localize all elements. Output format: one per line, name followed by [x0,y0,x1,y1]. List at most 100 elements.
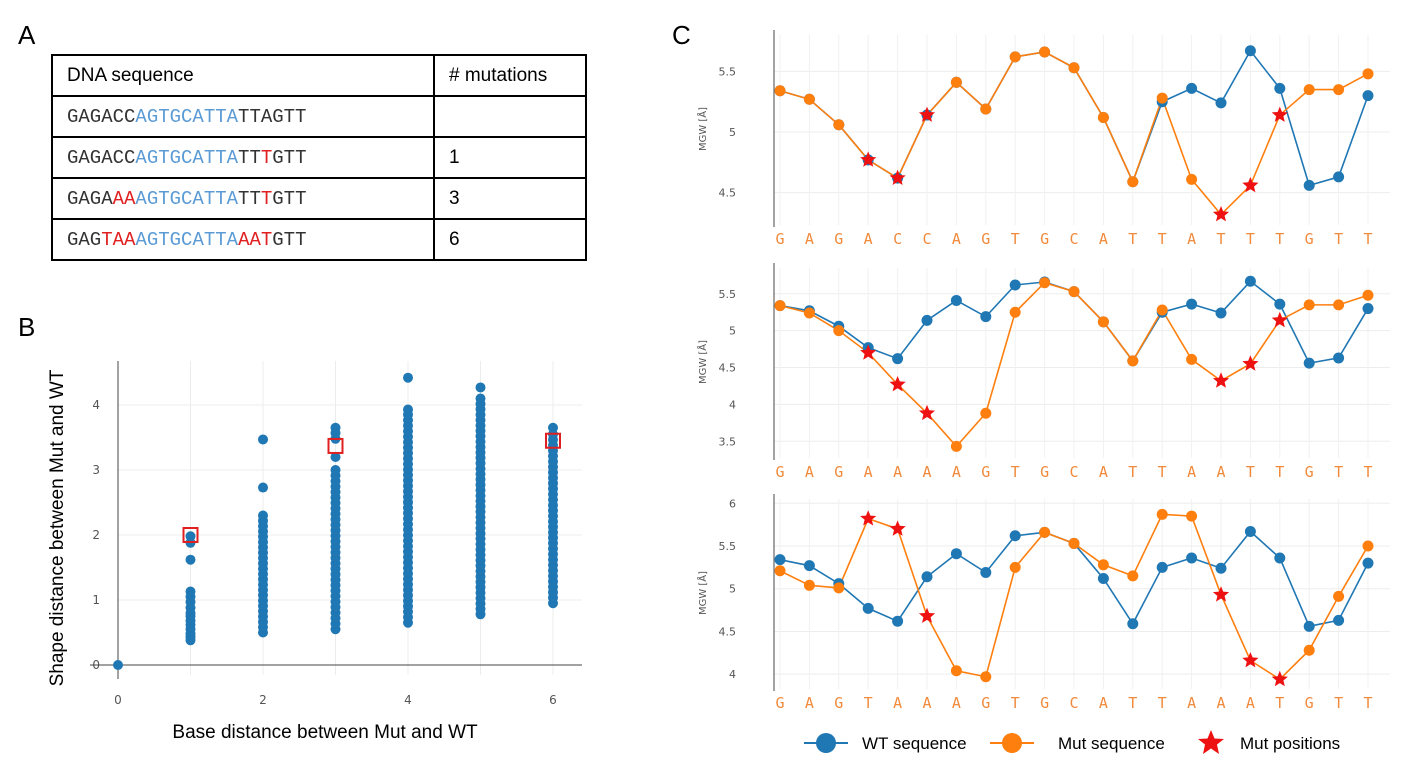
sequence-cell: GAGACCAGTGCATTATTAGTT [51,95,435,138]
wt-point [1244,45,1256,57]
mut-point [1333,299,1345,311]
wt-point [1274,298,1286,310]
wt-point [1362,90,1374,102]
base-label: A [1099,230,1108,248]
base-label: T [1334,463,1343,481]
x-tick-label: 4 [404,693,412,707]
mut-position-star [1271,311,1288,328]
panel-label-c: C [672,20,691,50]
y-tick-label: 2 [92,528,100,542]
mut-point [1156,508,1168,520]
base-label: G [981,463,990,481]
base-label: G [834,694,843,712]
mut-point [1362,68,1374,80]
base-label: T [1128,463,1137,481]
highlight-box [327,437,344,454]
mut-position-star [889,376,906,392]
wt-point [1156,561,1168,573]
table-row: GAGACCAGTGCATTATTAGTT [51,95,587,138]
base-label: A [1187,230,1196,248]
wt-point [921,571,933,583]
y-tick-label: 5.5 [719,288,737,301]
legend-star-label: Mut positions [1240,734,1340,753]
base-label: C [893,230,902,248]
mut-point [1303,84,1315,96]
sequence-segment: AGTGCATTA [135,146,239,169]
base-label: G [1040,463,1049,481]
wt-point [1274,82,1286,94]
mut-point [833,119,845,131]
sequence-cell: GAGACCAGTGCATTATTTGTT [51,136,435,179]
header-dna-sequence: DNA sequence [51,54,435,97]
data-point [548,422,558,433]
y-axis-title: Shape distance between Mut and WT [47,369,68,686]
wt-point [1303,179,1315,191]
mut-position-star [918,106,936,122]
wt-point [1186,82,1198,94]
mut-point [1186,353,1198,365]
sequence-cell: GAGTAAAGTGCATTAAATGTT [51,218,435,261]
mut-point [1009,306,1021,318]
base-label: T [1011,463,1020,481]
highlight-box [182,527,199,543]
wt-point [921,314,933,326]
y-tick-label: 4.5 [719,625,737,638]
mut-point [1362,289,1374,301]
y-tick-label: 4 [729,398,736,411]
sequence-segment: GTT [272,146,307,169]
base-label: A [864,463,873,481]
base-label: C [1069,694,1078,712]
mut-position-star [918,404,936,421]
y-tick-label: 5.5 [719,65,737,78]
sequence-segment: T [260,146,273,169]
mut-point [1097,111,1109,123]
y-tick-label: 5 [729,583,736,596]
panel-label-b: B [18,312,36,342]
mut-point [1127,355,1139,367]
base-label: A [922,463,931,481]
mut-position-star [1212,372,1230,388]
mut-point [1009,561,1021,573]
sequence-segment: AA [112,187,136,210]
mut-point [1039,526,1051,538]
mut-point [1068,62,1080,74]
mut-position-star [1271,670,1288,687]
data-point [185,554,196,565]
wt-point [950,548,962,560]
x-axis-title: Base distance between Mut and WT [172,722,478,743]
mut-position-star [918,607,936,623]
wt-point [803,560,815,572]
sequence-segment: GAGACC [67,146,136,169]
sequence-segment: AGTGCATTA [135,228,239,251]
data-point [258,482,268,493]
wt-point [1009,279,1021,291]
base-label: T [1363,463,1372,481]
sequence-cell: GAGAAAAGTGCATTATTTGTT [51,177,435,220]
sequence-segment: GAGA [67,187,113,210]
mut-point [774,85,786,97]
base-label: T [1246,463,1255,481]
sequence-segment: TAA [101,228,136,251]
mutation-count-cell [433,95,587,138]
base-label: G [981,694,990,712]
base-label: G [834,463,843,481]
wt-point [1186,552,1198,564]
base-label: A [805,230,814,248]
data-point [330,452,341,462]
base-label: G [1305,694,1314,712]
wt-point [774,554,786,566]
x-tick-label: 2 [259,693,267,707]
data-point [475,382,486,393]
mut-position-star [1242,355,1259,371]
mut-point [1333,590,1345,602]
base-label: T [1275,230,1284,248]
base-label: C [1069,463,1078,481]
wt-point [892,615,904,627]
mut-point [1068,537,1080,549]
mut-point [833,582,845,594]
mut-point [1362,540,1374,552]
mut-position-star [889,520,906,536]
x-tick-label: 0 [114,693,122,707]
legend-mut-label: Mut sequence [1058,734,1165,753]
mut-point [1156,92,1168,104]
